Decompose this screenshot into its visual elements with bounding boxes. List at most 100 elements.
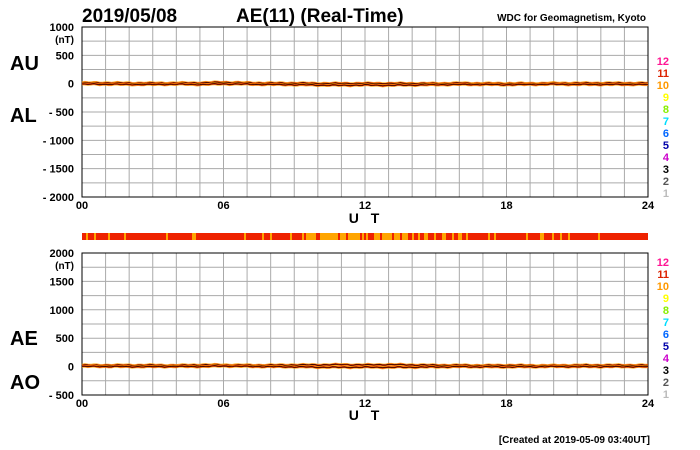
station-legend-item: 1 — [663, 188, 669, 200]
station-legend-item: 11 — [657, 68, 669, 80]
station-legend-item: 12 — [657, 56, 669, 68]
status-bar-segment — [444, 233, 446, 240]
status-bar-segment — [290, 233, 292, 240]
created-timestamp: [Created at 2019-05-09 03:40UT] — [499, 435, 650, 446]
status-bar-segment — [94, 233, 96, 240]
x-tick-label: 18 — [500, 398, 512, 410]
status-bar-segment — [166, 233, 168, 240]
status-bar-segment — [192, 233, 194, 240]
series-trace-ao — [82, 365, 649, 369]
status-bar-segment — [390, 233, 392, 240]
station-legend-item: 2 — [663, 176, 669, 188]
status-bar-segment — [412, 233, 414, 240]
status-bar-segment — [406, 233, 408, 240]
status-bar-segment — [328, 233, 330, 240]
status-bar-segment — [194, 233, 196, 240]
ae-ao-x-axis-label: U T — [349, 407, 384, 423]
ae-ao-y-ticks: 2000 1500 1000 500 0 - 500 — [49, 248, 74, 402]
status-bar-segment — [336, 233, 338, 240]
au-al-x-axis-label: U T — [349, 210, 384, 226]
status-bar-segment — [344, 233, 346, 240]
status-bar-segment — [332, 233, 334, 240]
y-tick-label: 500 — [56, 333, 74, 345]
status-bar-segment — [310, 233, 312, 240]
au-al-series — [81, 80, 649, 88]
au-al-plot-frame — [81, 26, 649, 198]
status-bar-segment — [356, 233, 358, 240]
station-legend-item: 9 — [663, 293, 669, 305]
au-al-x-ticks: 00 06 12 18 24 — [76, 200, 655, 212]
x-tick-label: 12 — [359, 398, 371, 410]
x-tick-label: 12 — [359, 200, 371, 212]
series-trace-al — [81, 83, 649, 87]
status-bar-segment — [302, 233, 304, 240]
status-bar-segment — [376, 233, 378, 240]
station-legend-item: 1 — [663, 389, 669, 401]
x-tick-label: 06 — [217, 200, 229, 212]
status-bar-segment — [320, 233, 322, 240]
x-tick-label: 00 — [76, 200, 88, 212]
status-bar-segment — [540, 233, 542, 240]
al-panel-label: AL — [10, 105, 37, 127]
x-tick-label: 24 — [642, 398, 655, 410]
status-bar-segment — [394, 233, 396, 240]
ae-ao-series — [81, 362, 649, 370]
status-bar-segment — [374, 233, 376, 240]
status-bar-segment — [358, 233, 360, 240]
status-bar-segment — [340, 233, 342, 240]
status-bar-segment — [426, 233, 428, 240]
y-tick-label: 1500 — [50, 276, 74, 288]
status-bar-segment — [396, 233, 398, 240]
status-bar-segment — [402, 233, 404, 240]
x-tick-label: 06 — [217, 398, 229, 410]
ae-ao-plot-frame — [81, 252, 649, 396]
status-bar-segment — [494, 233, 496, 240]
station-legend-item: 8 — [663, 104, 669, 116]
status-bar-segment — [560, 233, 562, 240]
status-bar-segment — [108, 233, 110, 240]
status-bar-segment — [86, 233, 88, 240]
y-tick-label: - 2000 — [43, 192, 74, 204]
au-al-unit-label: (nT) — [55, 35, 74, 46]
status-bar-segment — [348, 233, 350, 240]
status-bar-segment — [352, 233, 354, 240]
y-tick-label: - 500 — [49, 390, 74, 402]
y-tick-label: 2000 — [50, 248, 74, 260]
y-tick-label: 0 — [68, 362, 74, 374]
station-legend-item: 4 — [663, 353, 670, 365]
station-legend-item: 6 — [663, 329, 669, 341]
status-bar-segment — [270, 233, 272, 240]
organization-label: WDC for Geomagnetism, Kyoto — [497, 13, 646, 24]
status-bar-segment — [452, 233, 454, 240]
status-bar-segment — [124, 233, 126, 240]
station-legend-item: 7 — [663, 116, 669, 128]
x-tick-label: 18 — [500, 200, 512, 212]
status-bar-segment — [322, 233, 324, 240]
status-bar-segment — [324, 233, 326, 240]
status-bar-segment — [398, 233, 400, 240]
station-legend-item: 10 — [657, 281, 669, 293]
status-bar-segment — [384, 233, 386, 240]
au-al-y-ticks: 1000 500 0 - 500 - 1000 - 1500 - 2000 — [43, 22, 74, 204]
y-tick-label: 1000 — [50, 22, 74, 34]
status-bar-segment — [526, 233, 528, 240]
status-bar-segment — [388, 233, 390, 240]
status-bar-segment — [306, 233, 308, 240]
y-tick-label: - 500 — [49, 107, 74, 119]
ae-panel-label: AE — [10, 328, 38, 350]
ae-ao-grid — [82, 253, 648, 395]
station-status-bar — [82, 233, 648, 240]
ae-ao-x-ticks: 00 06 12 18 24 — [76, 398, 655, 410]
status-bar-segment — [598, 233, 600, 240]
status-bar-segment — [334, 233, 336, 240]
status-bar-segment — [434, 233, 436, 240]
status-bar-segment — [366, 233, 368, 240]
station-legend-item: 2 — [663, 377, 669, 389]
station-legend-item: 7 — [663, 317, 669, 329]
status-bar-segment — [362, 233, 364, 240]
status-bar-segment — [552, 233, 554, 240]
